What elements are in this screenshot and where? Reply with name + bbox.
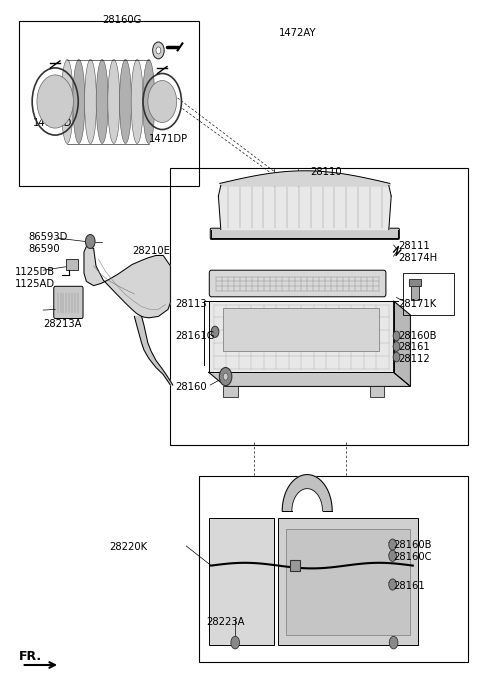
Circle shape	[85, 234, 95, 248]
Polygon shape	[282, 475, 332, 511]
Text: 28160: 28160	[175, 382, 207, 392]
Polygon shape	[134, 316, 173, 385]
Text: 28174H: 28174H	[398, 253, 438, 263]
Text: FR.: FR.	[19, 650, 42, 663]
Bar	[170, 168, 468, 444]
Bar	[209, 518, 274, 645]
Ellipse shape	[73, 60, 85, 144]
Ellipse shape	[61, 60, 73, 144]
Circle shape	[389, 539, 396, 550]
Bar	[286, 528, 410, 635]
Text: 1472AY: 1472AY	[279, 28, 316, 38]
Circle shape	[37, 75, 73, 128]
Text: 86590: 86590	[29, 244, 60, 253]
Polygon shape	[394, 301, 410, 386]
Circle shape	[393, 331, 400, 341]
Text: 28160B: 28160B	[398, 331, 437, 341]
Bar	[209, 301, 394, 372]
Bar	[278, 518, 418, 645]
Polygon shape	[209, 372, 410, 386]
FancyBboxPatch shape	[209, 270, 386, 297]
Circle shape	[148, 80, 177, 122]
Text: 28160C: 28160C	[394, 552, 432, 561]
Text: 28161: 28161	[398, 342, 430, 352]
Circle shape	[393, 342, 400, 351]
Text: 28223A: 28223A	[206, 617, 245, 627]
Circle shape	[393, 352, 400, 362]
Ellipse shape	[143, 60, 155, 144]
Bar	[199, 476, 468, 662]
Text: 1125DB: 1125DB	[15, 267, 56, 277]
Polygon shape	[218, 186, 391, 230]
Circle shape	[389, 636, 398, 649]
Text: 1471DP: 1471DP	[149, 134, 188, 144]
Text: 28160B: 28160B	[394, 540, 432, 550]
Bar	[290, 560, 300, 571]
Text: 28110: 28110	[311, 167, 342, 176]
Circle shape	[153, 42, 164, 59]
Bar	[370, 386, 384, 397]
Bar	[19, 21, 199, 186]
Circle shape	[219, 368, 232, 386]
Text: 28113: 28113	[175, 299, 207, 309]
Text: 1125AD: 1125AD	[15, 279, 56, 288]
Ellipse shape	[131, 60, 143, 144]
Polygon shape	[84, 246, 170, 318]
Text: 28210E: 28210E	[132, 246, 170, 256]
Bar	[411, 282, 419, 300]
Circle shape	[231, 636, 240, 649]
Text: 28161: 28161	[394, 581, 425, 591]
Text: 28160G: 28160G	[103, 15, 142, 25]
Text: 28112: 28112	[398, 354, 430, 363]
Text: 28171K: 28171K	[398, 299, 437, 309]
Bar	[403, 273, 454, 315]
Circle shape	[156, 47, 161, 54]
Ellipse shape	[96, 60, 108, 144]
Circle shape	[223, 373, 228, 380]
Ellipse shape	[108, 60, 120, 144]
Circle shape	[389, 550, 396, 561]
FancyBboxPatch shape	[210, 228, 399, 239]
Text: 28213A: 28213A	[43, 319, 82, 329]
Ellipse shape	[84, 60, 96, 144]
Text: 28111: 28111	[398, 241, 430, 251]
Bar	[223, 386, 238, 397]
FancyBboxPatch shape	[54, 286, 83, 318]
Text: 28161G: 28161G	[175, 331, 215, 341]
Bar	[409, 279, 421, 286]
Bar	[223, 308, 379, 351]
Circle shape	[389, 579, 396, 590]
Ellipse shape	[120, 60, 132, 144]
Circle shape	[211, 326, 219, 337]
Bar	[66, 259, 78, 270]
Text: 86593D: 86593D	[29, 232, 68, 242]
Text: 1471ED: 1471ED	[33, 118, 72, 127]
Text: 28220K: 28220K	[109, 542, 147, 552]
